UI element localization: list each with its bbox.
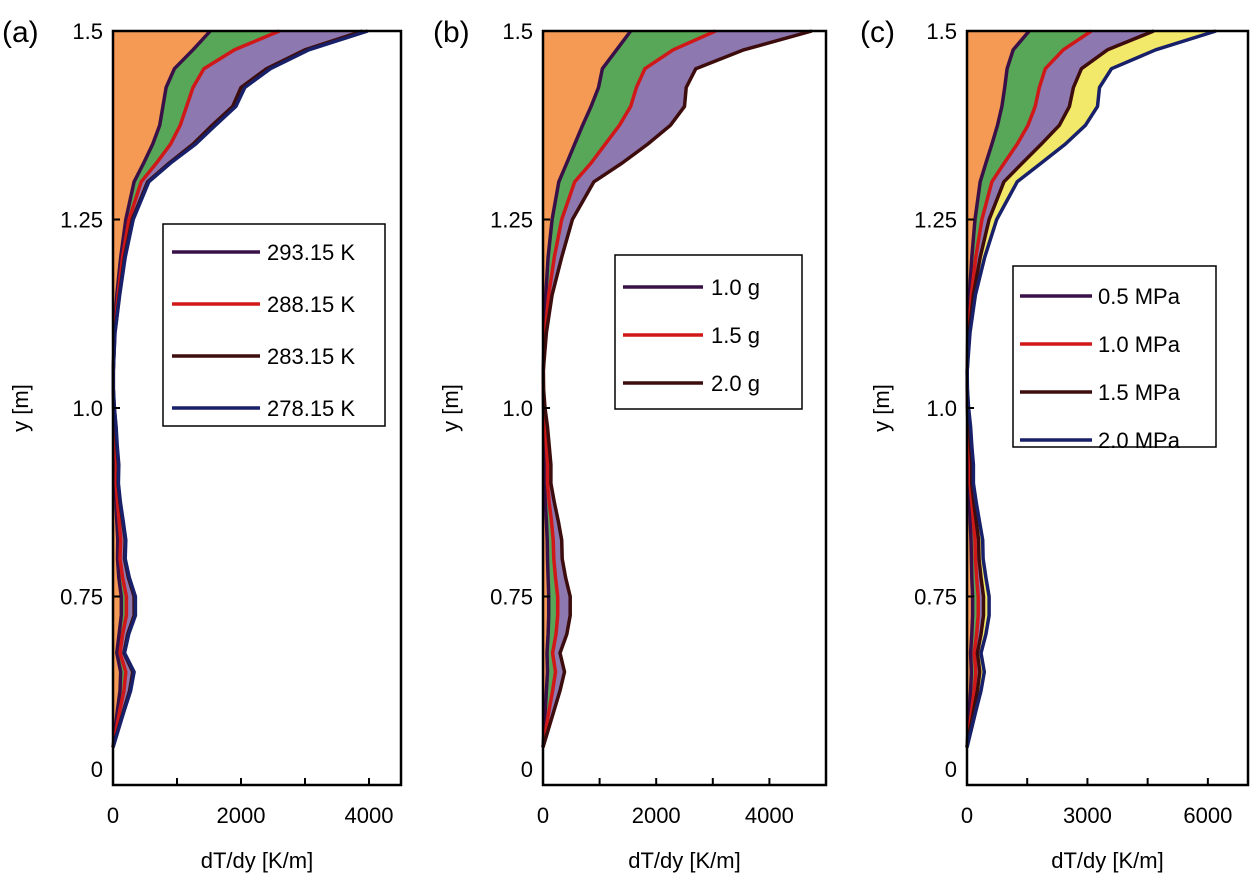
- y-tick-label: 1.25: [60, 208, 103, 233]
- legend-label-1: 1.0 MPa: [1098, 332, 1181, 357]
- y-tick-label: 1.25: [914, 208, 957, 233]
- legend-label-1: 288.15 K: [267, 292, 355, 317]
- y-tick-label: 0.75: [914, 585, 957, 610]
- legend-label-2: 1.5 MPa: [1098, 380, 1181, 405]
- x-tick-label: 6000: [1183, 803, 1232, 828]
- y-tick-label: 1.0: [502, 396, 533, 421]
- legend: [162, 223, 386, 427]
- legend-label-1: 1.5 g: [711, 323, 760, 348]
- y-axis-title: y [m]: [869, 384, 894, 432]
- y-tick-label: 0.75: [60, 585, 103, 610]
- series-line-2: [541, 29, 813, 748]
- y-tick-label: 1.0: [926, 396, 957, 421]
- series-line-1: [541, 29, 717, 748]
- fill-band-0: [113, 31, 211, 748]
- legend-label-0: 293.15 K: [267, 240, 355, 265]
- legend-label-2: 283.15 K: [267, 344, 355, 369]
- x-tick-label: 0: [107, 803, 119, 828]
- series-line-3: [111, 29, 369, 748]
- x-tick-label: 4000: [745, 803, 794, 828]
- panel-label: (b): [433, 16, 470, 49]
- panel-label: (c): [860, 16, 895, 49]
- y-tick-label: 1.25: [490, 208, 533, 233]
- y-tick-label: 0: [91, 757, 103, 782]
- y-axis-title: y [m]: [438, 384, 463, 432]
- y-tick-label: 0: [945, 757, 957, 782]
- panel-0: [111, 29, 403, 787]
- fill-band-0: [543, 31, 631, 748]
- legend-label-3: 2.0 MPa: [1098, 428, 1181, 453]
- panel-1: [541, 29, 828, 787]
- y-axis-title: y [m]: [8, 384, 33, 432]
- x-tick-label: 0: [537, 803, 549, 828]
- x-tick-label: 2000: [217, 803, 266, 828]
- y-tick-label: 1.0: [72, 396, 103, 421]
- panel-2: [965, 29, 1250, 787]
- y-tick-label: 1.5: [72, 19, 103, 44]
- x-tick-label: 2000: [632, 803, 681, 828]
- legend-label-3: 278.15 K: [267, 396, 355, 421]
- y-tick-label: 0: [521, 757, 533, 782]
- y-tick-label: 0.75: [490, 585, 533, 610]
- x-tick-label: 3000: [1063, 803, 1112, 828]
- legend-box: [614, 254, 803, 410]
- series-line-3: [965, 29, 1217, 748]
- fill-band-0: [967, 31, 1030, 748]
- x-axis-title: dT/dy [K/m]: [1051, 848, 1163, 873]
- legend: [1012, 265, 1217, 448]
- panel-label: (a): [2, 16, 39, 49]
- legend-label-0: 1.0 g: [711, 275, 760, 300]
- x-axis-title: dT/dy [K/m]: [201, 848, 313, 873]
- legend-box: [162, 223, 386, 427]
- legend-label-0: 0.5 MPa: [1098, 284, 1181, 309]
- x-axis-title: dT/dy [K/m]: [628, 848, 740, 873]
- y-tick-label: 1.5: [502, 19, 533, 44]
- x-tick-label: 0: [961, 803, 973, 828]
- legend-label-2: 2.0 g: [711, 371, 760, 396]
- x-tick-label: 4000: [345, 803, 394, 828]
- legend: [614, 254, 803, 410]
- y-tick-label: 1.5: [926, 19, 957, 44]
